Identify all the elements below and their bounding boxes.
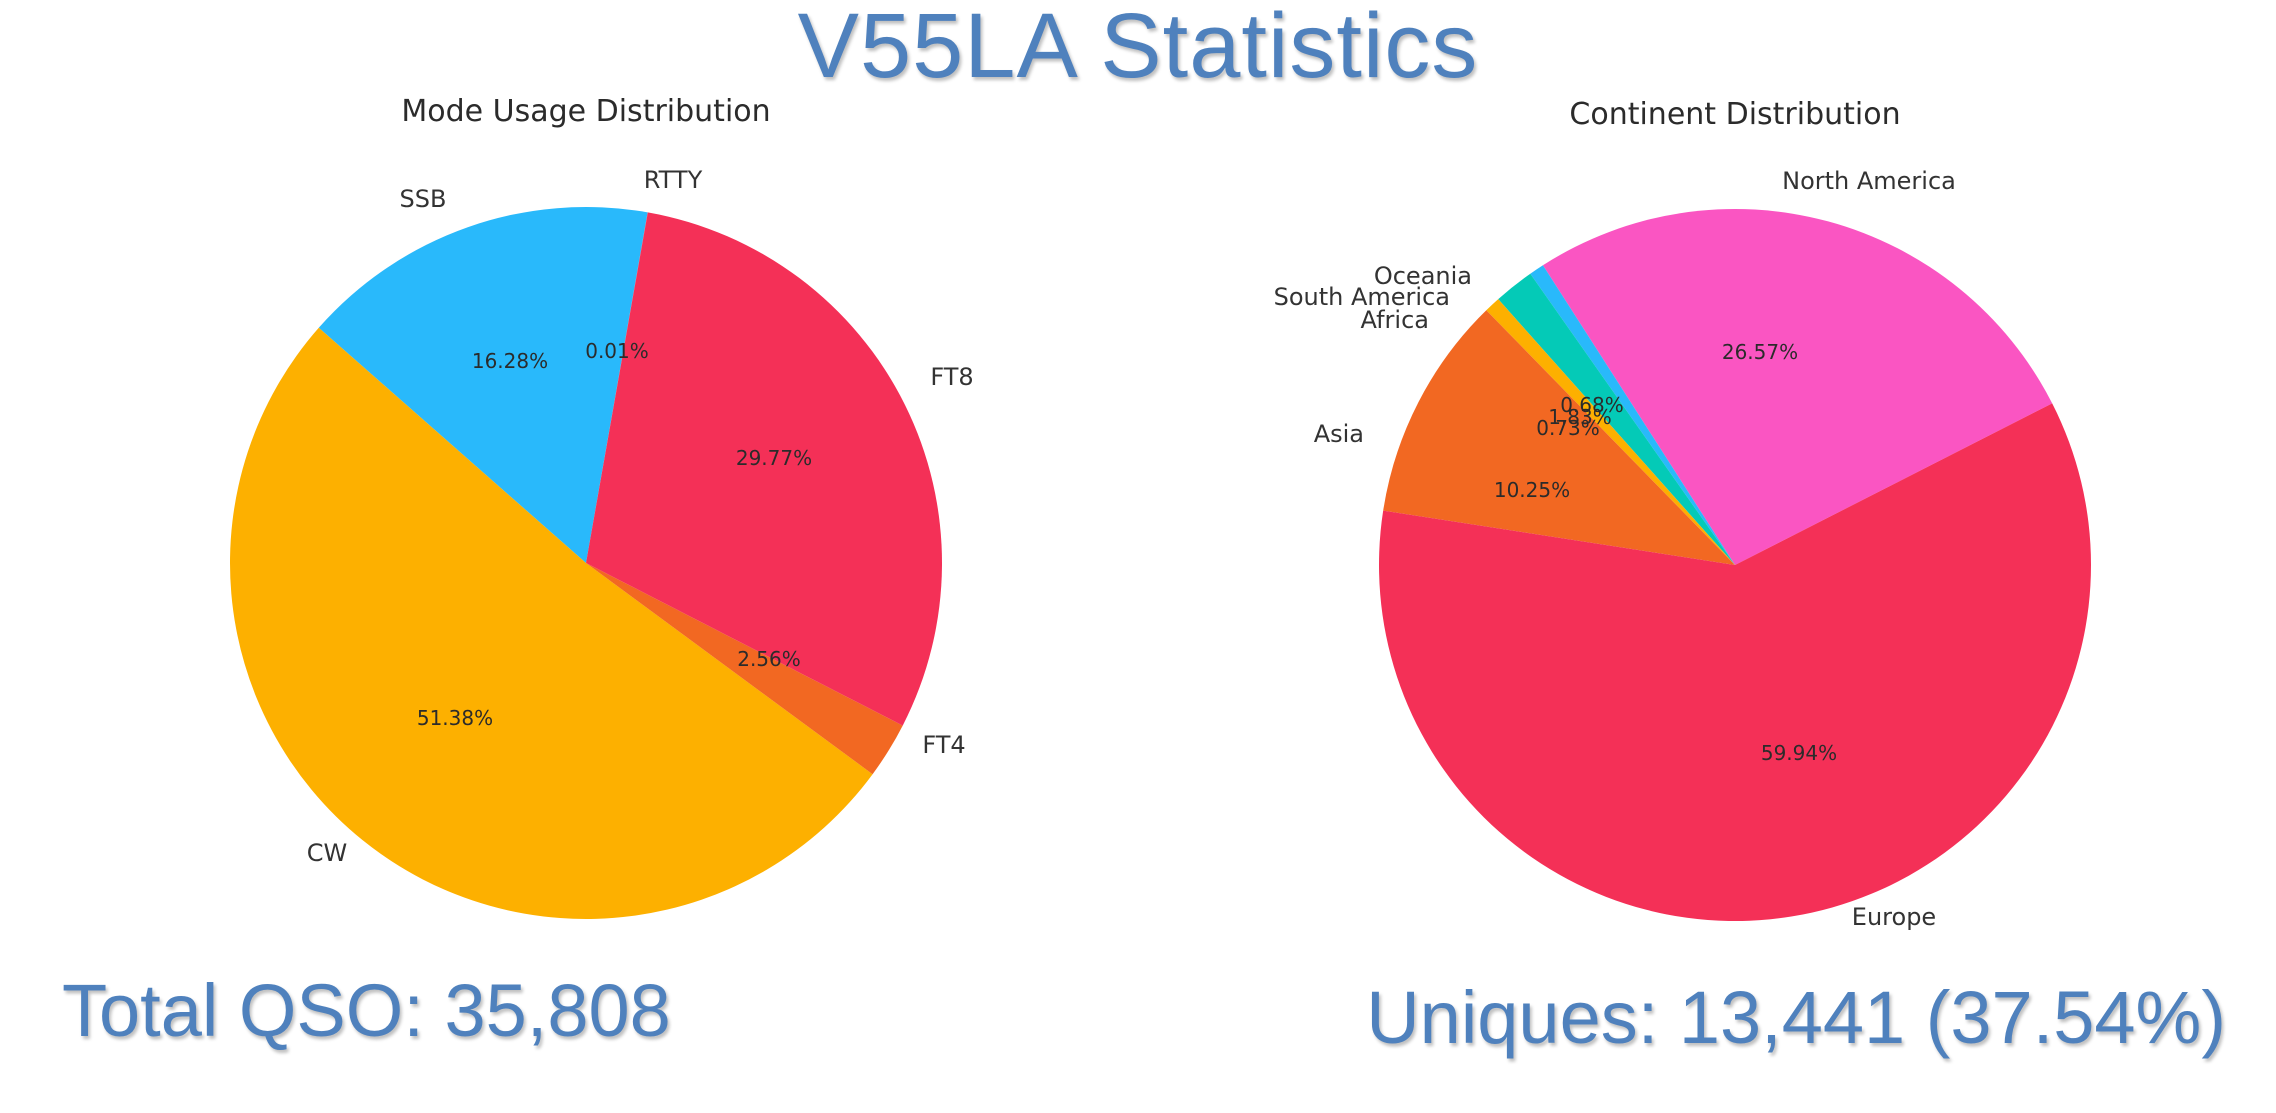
slice-percent-label: 0.68% (1560, 393, 1624, 417)
pie-slice-ft4 (586, 563, 903, 775)
slice-percent-label: 26.57% (1722, 340, 1798, 364)
pie-slice-rtty (586, 212, 648, 563)
slice-label: FT4 (922, 731, 965, 759)
pie-slice-oceania (1530, 265, 1735, 565)
slice-label: FT8 (930, 363, 973, 391)
mode-usage-chart: Mode Usage Distribution RTTY 0.01% SSB 16.2… (229, 94, 974, 920)
page-title: V55LA Statistics (797, 0, 1479, 97)
slice-percent-label: 59.94% (1761, 741, 1837, 765)
chart-title: Mode Usage Distribution (401, 94, 770, 129)
slice-percent-label: 29.77% (736, 446, 812, 470)
slice-label: CW (307, 839, 348, 867)
slice-percent-label: 16.28% (472, 349, 548, 373)
pie-slice-europe (1379, 403, 2091, 922)
slice-percent-label: 10.25% (1494, 478, 1570, 502)
pie-slice-cw (229, 327, 873, 920)
slice-percent-label: 0.73% (1536, 416, 1600, 440)
slice-label: SSB (400, 185, 447, 213)
slice-percent-label: 0.01% (585, 339, 649, 363)
slice-label: Africa (1361, 306, 1429, 334)
pie-slice-africa (1486, 299, 1735, 565)
slice-label: Europe (1852, 903, 1936, 931)
slice-label: Asia (1314, 420, 1364, 448)
pie-slice-south-america (1498, 273, 1735, 565)
slice-label: RTTY (644, 166, 703, 194)
slice-percent-label: 2.56% (737, 647, 801, 671)
uniques-text: Uniques: 13,441 (37.54%) (1366, 976, 2226, 1059)
slice-label: Oceania (1374, 262, 1472, 290)
slice-percent-label: 1.83% (1548, 405, 1612, 429)
pie-slice-ssb (318, 207, 648, 563)
pie-slice-north-america (1542, 209, 2053, 565)
continent-distribution-chart: Continent Distribution North America 26.5… (1274, 97, 2091, 931)
pie-slice-ft8 (586, 212, 943, 726)
total-qso-text: Total QSO: 35,808 (62, 969, 671, 1052)
slice-percent-label: 51.38% (417, 706, 493, 730)
slice-label: South America (1274, 283, 1450, 311)
pie-slice-asia (1383, 310, 1735, 565)
slice-label: North America (1782, 167, 1956, 195)
chart-title: Continent Distribution (1569, 97, 1900, 132)
